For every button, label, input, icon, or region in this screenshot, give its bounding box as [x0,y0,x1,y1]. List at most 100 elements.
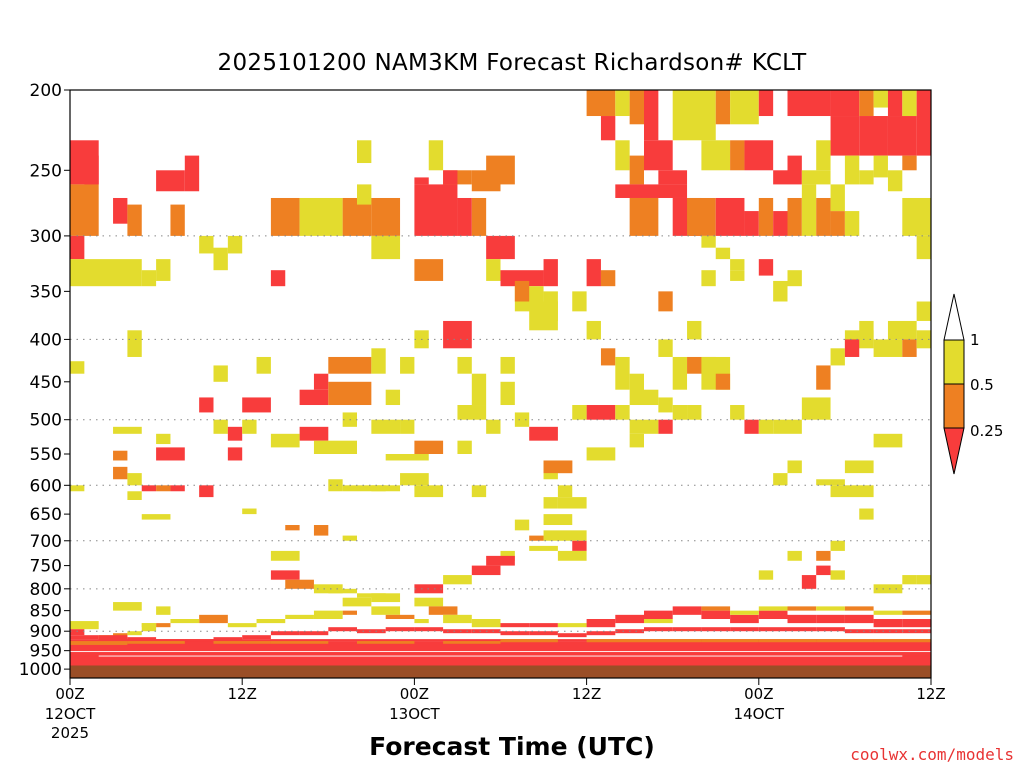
ri-cell [371,606,401,615]
ri-cell [70,259,142,287]
ri-cell [242,397,271,413]
ri-cell [443,170,458,185]
ri-cell [227,426,243,441]
ri-cell [844,606,874,611]
ri-cell [357,140,372,164]
ri-cell [586,90,616,117]
y-tick-label-1000: 1000 [19,660,62,680]
ri-cell [113,426,142,434]
ri-cell [557,460,573,474]
ri-cell [816,614,845,624]
x-tick-label-4: 00Z [744,685,773,703]
ri-cell [156,606,171,615]
ri-cell [486,155,515,185]
ri-cell [500,381,515,406]
ri-cell [629,419,659,434]
ri-cell [270,550,300,561]
ri-cell [572,540,587,551]
ri-cell [357,629,386,634]
ri-cell [887,320,917,340]
ri-cell [285,525,300,531]
ri-cell [758,627,788,632]
ri-cell [701,140,731,171]
ri-cell [156,259,171,281]
ri-cell [730,140,745,171]
ri-cell [428,606,458,615]
ri-cell [758,570,774,580]
credit-link[interactable]: coolwx.com/models [850,745,1014,764]
ri-cell [715,90,731,125]
ri-cell [70,641,128,645]
ri-cell [586,639,644,643]
x-tick-sublabel-0-0: 12OCT [45,705,96,723]
ri-cell [830,570,845,580]
ri-cell [443,575,472,585]
ri-cell [170,204,185,236]
ri-cell [113,450,128,461]
ri-cell [600,348,616,366]
ri-cell [529,535,544,541]
y-axis: 200 250 300 350 400 450 500 550 600 650 700 750 8008… [19,81,70,680]
ri-cell [830,90,860,117]
ri-cell [500,631,530,636]
ri-cell [572,405,587,420]
ri-cell [557,633,587,638]
ri-cell [859,508,874,520]
x-tick-label-5: 12Z [916,685,945,703]
ri-cell [443,614,472,624]
ri-cell [543,291,558,321]
ri-cell [328,627,357,632]
ri-cell [70,643,931,666]
y-tick-label-450: 450 [30,373,62,393]
ri-cell [672,405,688,420]
ri-cell [256,356,271,374]
ri-cell [70,184,99,236]
ri-cell [744,419,759,434]
ri-cell [285,614,314,620]
ri-cell [400,473,429,486]
ri-cell [227,235,243,254]
ri-cell [213,247,228,271]
ri-cell [127,637,157,642]
ri-cell [844,155,860,185]
y-tick-label-950: 950 [30,642,62,662]
ri-cell [658,397,673,413]
ri-cell [457,405,487,420]
ri-cell [859,320,874,340]
x-tick-label-0: 00Z [55,685,84,703]
ri-cell [70,635,99,640]
ri-cell [414,597,444,607]
ri-cell [400,356,415,374]
ri-cell [816,365,831,390]
ri-cell [557,497,587,509]
ri-cell [328,381,372,406]
ri-cell [400,419,415,434]
ri-cell [529,545,558,551]
ri-cell [543,259,558,287]
ri-cell [299,631,329,636]
ri-cell [715,373,731,390]
ri-cell [629,155,644,185]
ri-cell [758,90,774,117]
ri-cell [615,184,644,198]
ri-cell [916,330,931,349]
ri-cell [672,90,716,141]
ri-cell [730,610,759,615]
ri-cell [113,466,128,480]
ri-cell [758,197,774,236]
ri-cell [873,155,888,178]
ri-cell [787,90,831,117]
ri-cell [199,485,214,498]
ri-cell [902,155,917,171]
ri-cell [313,610,343,620]
ri-cell [514,280,530,302]
ri-cell [701,606,731,611]
x-axis-label: Forecast Time (UTC) [369,732,655,761]
ri-cell [457,440,472,454]
ground-layer [70,665,931,678]
ri-cell [170,619,200,624]
ri-cell [816,627,845,632]
ri-cell [744,211,759,236]
ri-cell [471,619,501,628]
ri-cell [773,170,788,185]
